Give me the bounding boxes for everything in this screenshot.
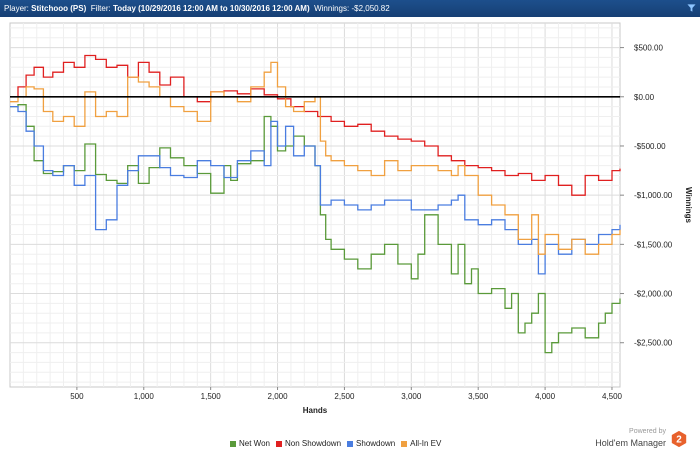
winnings-chart: $500.00 $0.00 -$500.00 -$1,000.00 -$1,500.00… [9,22,693,415]
filter-value: Today (10/29/2016 12:00 AM to 10/30/2016… [112,4,310,13]
legend-swatch [347,440,354,447]
y-tick-label: -$2,500.00 [634,339,673,348]
series-line-showdown [10,105,621,275]
x-tick-label: 3,500 [468,392,489,401]
y-axis-label: Winnings [684,187,693,223]
legend-swatch [230,440,236,447]
legend-swatch [401,440,408,447]
series-line-all-in-ev [10,61,621,255]
player-value: Stitchooo (PS) [31,4,87,13]
legend-item: Showdown [347,439,395,448]
x-tick-label: 2,500 [334,392,355,401]
x-tick-label: 1,000 [134,392,155,401]
powered-by-text: Powered by [629,428,666,435]
y-tick-label: $0.00 [634,93,655,102]
x-tick-label: 4,000 [535,392,556,401]
y-tick-label: -$500.00 [634,142,666,151]
legend-item: All-In EV [401,439,441,448]
y-tick-label: $500.00 [634,44,663,53]
x-axis-label: Hands [303,406,328,415]
winnings-value: -$2,050.82 [351,4,390,13]
x-tick-label: 2,000 [268,392,289,401]
product-name: Hold'em Manager [595,438,666,448]
branding: Powered by Hold'em Manager 2 [590,428,690,450]
player-label: Player: [4,4,29,13]
logo-glyph: 2 [676,435,682,446]
legend-label: Non Showdown [284,439,342,448]
legend-label: Net Won [239,439,270,448]
legend-label: Showdown [356,439,396,448]
legend-item: Net Won [230,439,270,448]
x-tick-label: 3,000 [401,392,422,401]
winnings-label: Winnings: [314,4,350,13]
series-line-net-won [10,104,621,354]
y-tick-label: -$2,000.00 [634,290,673,299]
funnel-icon[interactable] [687,3,696,13]
title-bar: Player: Stitchooo (PS) Filter: Today (10… [0,0,700,17]
x-tick-label: 4,500 [602,392,623,401]
chart-legend: Net Won Non Showdown Showdown All-In EV [230,439,441,448]
legend-label: All-In EV [410,439,442,448]
filter-label: Filter: [90,4,111,13]
legend-swatch [275,440,282,447]
holdem-manager-logo-icon: 2 [671,430,687,448]
y-tick-label: -$1,500.00 [634,240,673,249]
x-tick-label: 1,500 [201,392,222,401]
x-tick-label: 500 [70,392,84,401]
y-tick-label: -$1,000.00 [634,191,673,200]
legend-item: Non Showdown [275,439,342,448]
